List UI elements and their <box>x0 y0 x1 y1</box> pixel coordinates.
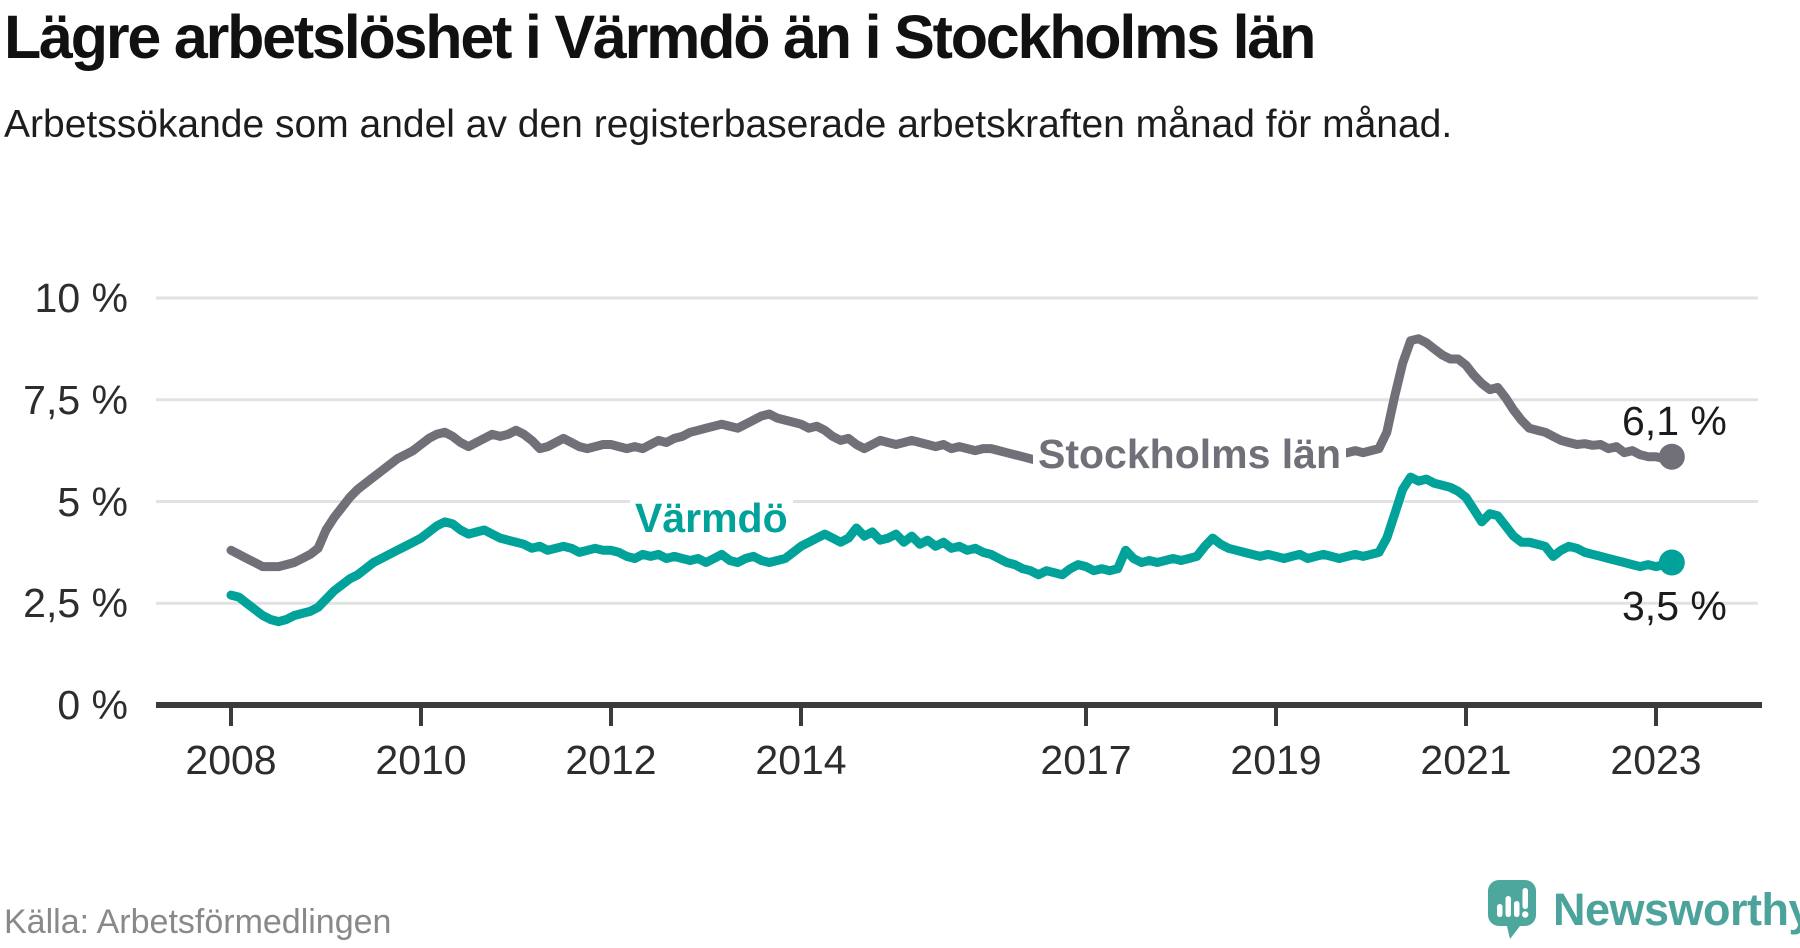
newsworthy-logo: Newsworthy <box>1488 880 1800 940</box>
y-tick-label: 10 % <box>34 275 128 321</box>
line-varmdo <box>226 472 1677 627</box>
source-note: Källa: Arbetsförmedlingen <box>4 903 392 941</box>
end-value-label-varmdo: 3,5 % <box>1622 583 1727 629</box>
series-label-stockholms-lan: Stockholms län <box>1033 431 1347 477</box>
x-tick-label: 2014 <box>755 737 847 783</box>
y-tick-label: 0 % <box>57 682 128 728</box>
newsworthy-bubble-chart-icon <box>1488 880 1536 939</box>
y-tick-label: 2,5 % <box>23 580 128 627</box>
page-title: Lägre arbetslöshet i Värmdö än i Stockho… <box>4 3 1316 71</box>
end-dot-stockholms-lan <box>1658 443 1685 470</box>
x-tick-label: 2010 <box>375 737 467 783</box>
x-tick-label: 2023 <box>1610 737 1702 783</box>
end-value-label-stockholms-lan: 6,1 % <box>1622 398 1727 444</box>
x-tick-label: 2019 <box>1230 737 1322 783</box>
y-tick-label: 5 % <box>57 478 128 525</box>
series-label-varmdo: Värmdö <box>630 495 793 541</box>
x-tick-label: 2017 <box>1040 737 1132 783</box>
x-tick-label: 2008 <box>185 737 277 783</box>
x-tick-label: 2012 <box>565 737 657 783</box>
y-tick-label: 7,5 % <box>23 376 128 423</box>
line-stockholms-lan <box>226 334 1677 572</box>
end-dot-varmdo <box>1658 549 1685 576</box>
page-subtitle: Arbetssökande som andel av den registerb… <box>4 103 1453 146</box>
newsworthy-wordmark: Newsworthy <box>1553 884 1800 935</box>
x-tick-label: 2021 <box>1420 737 1512 783</box>
